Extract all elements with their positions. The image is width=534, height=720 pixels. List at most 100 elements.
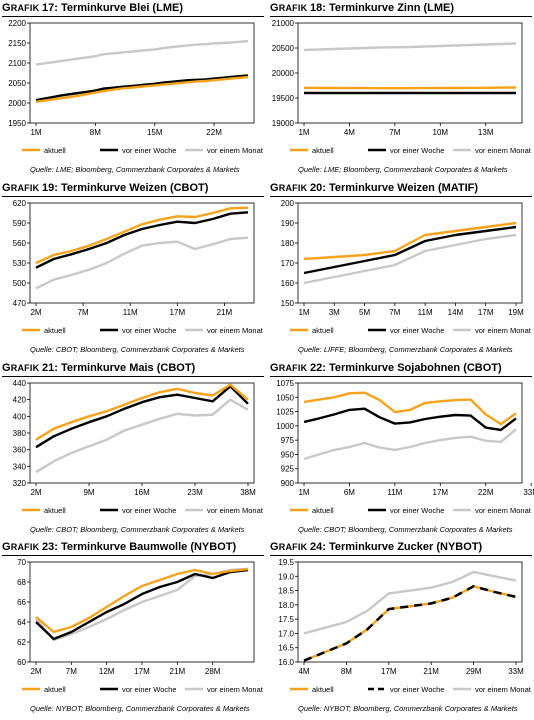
legend: aktuell vor einer Woche vor einem Monat — [22, 685, 264, 694]
chart-name: Terminkurve Baumwolle (NYBOT) — [60, 541, 237, 553]
x-tick-label: 1M — [298, 308, 309, 317]
x-tick-label: 5M — [359, 308, 370, 317]
y-tick-label: 200 — [281, 199, 295, 208]
chart-title: GRAFIK 24: Terminkurve Zucker (NYBOT) — [270, 541, 482, 553]
y-tick-label: 190 — [281, 219, 295, 228]
source-note: Quelle: CBOT; Bloomberg, Commerzbank Cor… — [30, 525, 245, 534]
series-line-vor-einer-woche — [303, 407, 517, 432]
y-tick-label: 500 — [13, 279, 27, 288]
x-tick-label: 17M — [170, 308, 186, 317]
title-rule — [270, 16, 532, 17]
series-line-vor-einer-woche — [35, 385, 249, 449]
x-tick-label: 3M — [329, 308, 340, 317]
chart-name: Terminkurve Blei (LME) — [60, 2, 183, 14]
y-tick-label: 320 — [13, 479, 27, 488]
y-tick-label: 1950 — [8, 119, 26, 128]
chart-panel-g22: GRAFIK 22: Terminkurve Sojabohnen (CBOT)… — [270, 362, 534, 539]
chart-svg: 900 925 950 975 1000 1025 1050 1075 1M 6M 11M 17M 22… — [276, 379, 534, 515]
x-tick-label: 12M — [99, 667, 115, 676]
plot-frame — [29, 202, 255, 304]
title-rule — [2, 16, 264, 17]
legend-label: vor einer Woche — [390, 506, 444, 515]
chart-svg: 320 340 360 380 400 420 440 2M 9M 16M 23M 38M aktuel… — [13, 379, 264, 515]
x-tick-label: 7M — [66, 667, 77, 676]
source-note: Quelle: CBOT; Bloomberg, Commerzbank Cor… — [30, 345, 245, 354]
x-tick-label: 7M — [78, 308, 89, 317]
series-line-vor-einer-woche — [35, 568, 249, 641]
y-tick-label: 19500 — [272, 94, 295, 103]
y-tick-label: 70 — [17, 558, 26, 567]
legend-label: vor einer Woche — [390, 326, 444, 335]
y-tick-label: 68 — [17, 578, 26, 587]
legend-label: vor einem Monat — [207, 146, 264, 155]
plot-frame — [297, 561, 523, 663]
grafik-label: GRAFIK — [2, 182, 42, 194]
grafik-number: 18: — [309, 2, 329, 14]
plot-frame — [29, 22, 255, 124]
plot-frame — [297, 382, 523, 484]
series-line-vor-einem-monat — [35, 39, 249, 66]
x-tick-label: 17M — [433, 488, 449, 497]
x-tick-label: 17M — [134, 667, 150, 676]
chart-name: Terminkurve Zucker (NYBOT) — [328, 541, 483, 553]
x-tick-label: 9M — [83, 488, 94, 497]
series-line-aktuell — [303, 221, 517, 261]
legend: aktuell vor einer Woche vor einem Monat — [22, 146, 264, 155]
y-tick-label: 180 — [281, 239, 295, 248]
y-tick-label: 470 — [13, 299, 27, 308]
y-tick-label: 19.0 — [278, 572, 294, 581]
series-line-aktuell — [303, 585, 517, 662]
chart-title: GRAFIK 19: Terminkurve Weizen (CBOT) — [2, 182, 208, 194]
grafik-label: GRAFIK — [270, 2, 310, 14]
y-tick-label: 21000 — [272, 19, 295, 28]
grafik-number: 20: — [309, 182, 329, 194]
series-line-vor-einem-monat — [35, 398, 249, 474]
title-rule — [270, 555, 532, 556]
y-tick-label: 2150 — [8, 39, 26, 48]
y-tick-label: 420 — [13, 396, 27, 405]
x-tick-label: 14M — [448, 308, 464, 317]
x-tick-label: 7M — [389, 128, 400, 137]
y-tick-label: 16.0 — [278, 658, 294, 667]
series-line-vor-einem-monat — [35, 567, 249, 642]
y-tick-label: 925 — [281, 465, 295, 474]
series-line-aktuell — [303, 86, 517, 90]
series-line-aktuell — [35, 75, 249, 103]
x-tick-label: 11M — [387, 488, 402, 497]
series-line-aktuell — [303, 391, 517, 426]
y-tick-label: 20500 — [272, 44, 295, 53]
x-tick-label: 23M — [187, 488, 203, 497]
title-rule — [2, 555, 264, 556]
x-tick-label: 28M — [205, 667, 221, 676]
x-tick-label: 2M — [30, 488, 41, 497]
y-tick-label: 1075 — [276, 379, 294, 388]
chart-name: Terminkurve Weizen (CBOT) — [60, 182, 209, 194]
legend-label: vor einer Woche — [390, 685, 444, 694]
y-tick-label: 16.5 — [278, 644, 294, 653]
grafik-label: GRAFIK — [2, 2, 42, 14]
x-tick-label: 6M — [344, 488, 355, 497]
x-tick-label: 13M — [478, 128, 494, 137]
chart-title: GRAFIK 21: Terminkurve Mais (CBOT) — [2, 362, 195, 374]
title-rule — [2, 376, 264, 377]
legend: aktuell vor einer Woche vor einem Monat — [290, 326, 532, 335]
y-tick-label: 380 — [13, 429, 27, 438]
chart-panel-g24: GRAFIK 24: Terminkurve Zucker (NYBOT) 16.… — [270, 541, 532, 718]
legend: aktuell vor einer Woche vor einem Monat — [290, 506, 532, 515]
x-tick-label: 4M — [344, 128, 355, 137]
y-tick-label: 150 — [281, 299, 295, 308]
series-line-vor-einer-woche — [35, 211, 249, 269]
grafik-number: 17: — [41, 2, 61, 14]
legend-label: aktuell — [312, 326, 334, 335]
legend-label: aktuell — [44, 146, 66, 155]
x-tick-label: 22M — [478, 488, 494, 497]
x-tick-label: 10M — [433, 128, 449, 137]
x-tick-label: 2M — [30, 667, 41, 676]
title-rule — [270, 196, 532, 197]
y-tick-label: 1025 — [276, 408, 294, 417]
legend-label: vor einer Woche — [122, 326, 176, 335]
y-tick-label: 18.5 — [278, 587, 294, 596]
x-tick-label: 15M — [147, 128, 163, 137]
x-tick-label: 16M — [134, 488, 150, 497]
grafik-label: GRAFIK — [2, 362, 42, 374]
